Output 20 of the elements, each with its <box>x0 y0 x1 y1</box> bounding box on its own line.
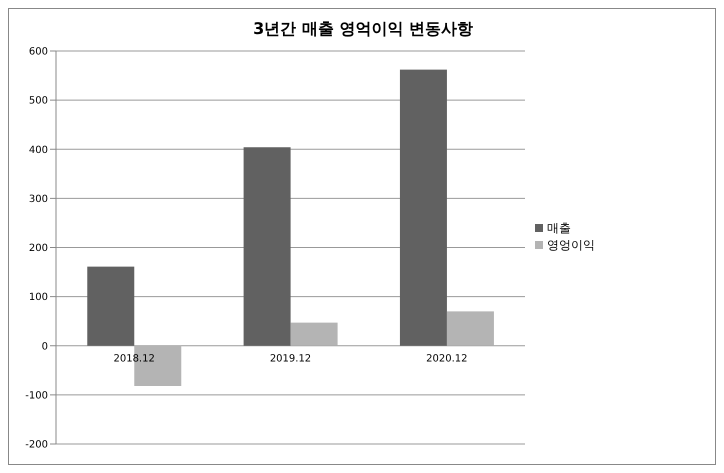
x-tick-label: 2019.12 <box>270 353 312 364</box>
bar <box>400 70 447 346</box>
chart-title: 3년간 매출 영억이익 변동사항 <box>252 19 474 40</box>
y-tick-label: 300 <box>28 194 48 205</box>
y-tick-label: 500 <box>28 96 48 107</box>
legend-label: 영엉이익 <box>547 238 595 252</box>
bar <box>446 311 494 346</box>
y-tick-label: 400 <box>28 144 48 156</box>
x-tick-label: 2020.12 <box>426 353 468 364</box>
y-tick-label: -100 <box>25 390 48 402</box>
bar <box>244 147 291 346</box>
y-tick-label: 0 <box>42 341 48 352</box>
bar <box>290 322 338 346</box>
y-tick-label: 200 <box>28 243 48 254</box>
y-tick-label: -200 <box>25 440 48 451</box>
y-tick-label: 100 <box>28 292 48 304</box>
bar <box>87 266 134 346</box>
y-tick-label: 600 <box>28 46 48 58</box>
legend-label: 매출 <box>547 220 571 234</box>
x-tick-label: 2018.12 <box>113 353 155 364</box>
